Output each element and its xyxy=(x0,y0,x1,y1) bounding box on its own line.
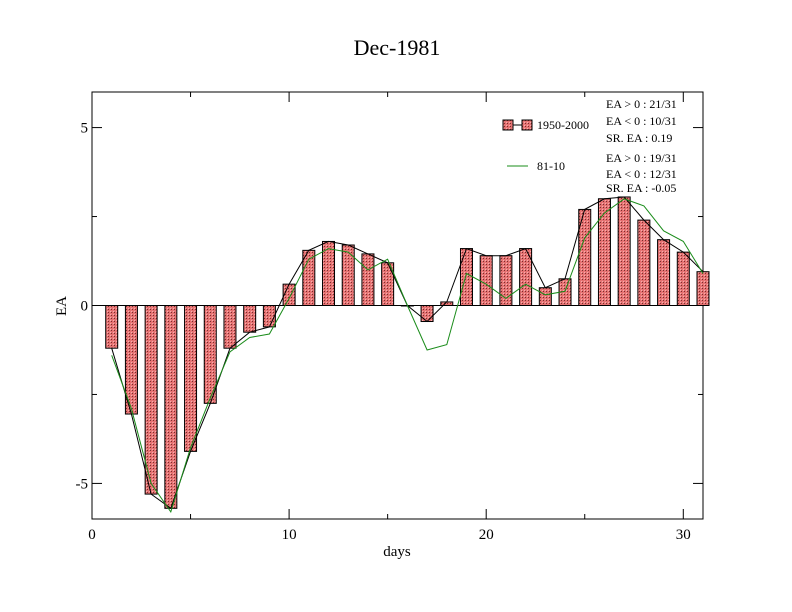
stats-81-10-negative: EA < 0 : 12/31 xyxy=(606,167,677,181)
bar-day-19 xyxy=(459,248,473,306)
x-tick-label: 20 xyxy=(479,527,494,543)
bar-day-13 xyxy=(341,244,355,306)
x-tick-label: 30 xyxy=(676,527,691,543)
y-tick-label: -5 xyxy=(76,476,89,492)
x-axis-label: days xyxy=(383,544,411,560)
bar-day-17 xyxy=(420,305,434,323)
stats-1950-2000-negative: EA < 0 : 10/31 xyxy=(606,114,677,128)
x-tick-label: 0 xyxy=(88,527,96,543)
legend-swatch-right xyxy=(521,119,533,131)
y-axis-label: EA xyxy=(54,296,70,316)
bar-day-10 xyxy=(282,283,296,306)
y-tick-label: 5 xyxy=(81,121,89,137)
x-tick-label: 10 xyxy=(282,527,297,543)
bar-day-20 xyxy=(479,255,493,306)
bar-day-9 xyxy=(262,305,276,328)
line-series-81-10 xyxy=(111,198,704,514)
bar-day-5 xyxy=(184,305,198,452)
bar-day-11 xyxy=(302,249,316,307)
bar-day-4 xyxy=(164,305,178,509)
stats-1950-2000-sr: SR. EA : 0.19 xyxy=(606,131,672,145)
line-series-layer xyxy=(111,196,704,514)
stats-1950-2000-positive: EA > 0 : 21/31 xyxy=(606,97,677,111)
bar-day-14 xyxy=(361,253,375,306)
bar-day-7 xyxy=(223,305,237,349)
bar-day-30 xyxy=(676,251,690,306)
line-series-1950-2000 xyxy=(111,196,704,510)
bar-day-8 xyxy=(243,305,257,333)
bar-day-28 xyxy=(637,219,651,307)
bar-day-31 xyxy=(696,271,710,306)
legend: 1950-2000 81-10 EA > 0 : 21/31 EA < 0 : … xyxy=(502,97,677,195)
legend-label-81-10: 81-10 xyxy=(537,159,565,173)
bar-day-1 xyxy=(105,305,119,349)
chart-title: Dec-1981 xyxy=(354,35,441,60)
y-tick-label: 0 xyxy=(81,299,89,315)
legend-swatch-left xyxy=(502,119,514,131)
stats-81-10-sr: SR. EA : -0.05 xyxy=(606,181,676,195)
bar-series-1950-2000 xyxy=(105,196,710,509)
bar-day-29 xyxy=(657,239,671,307)
legend-label-1950-2000: 1950-2000 xyxy=(537,118,589,132)
bar-day-23 xyxy=(538,287,552,307)
stats-81-10-positive: EA > 0 : 19/31 xyxy=(606,151,677,165)
bar-day-26 xyxy=(597,198,611,306)
bar-day-27 xyxy=(617,196,631,307)
